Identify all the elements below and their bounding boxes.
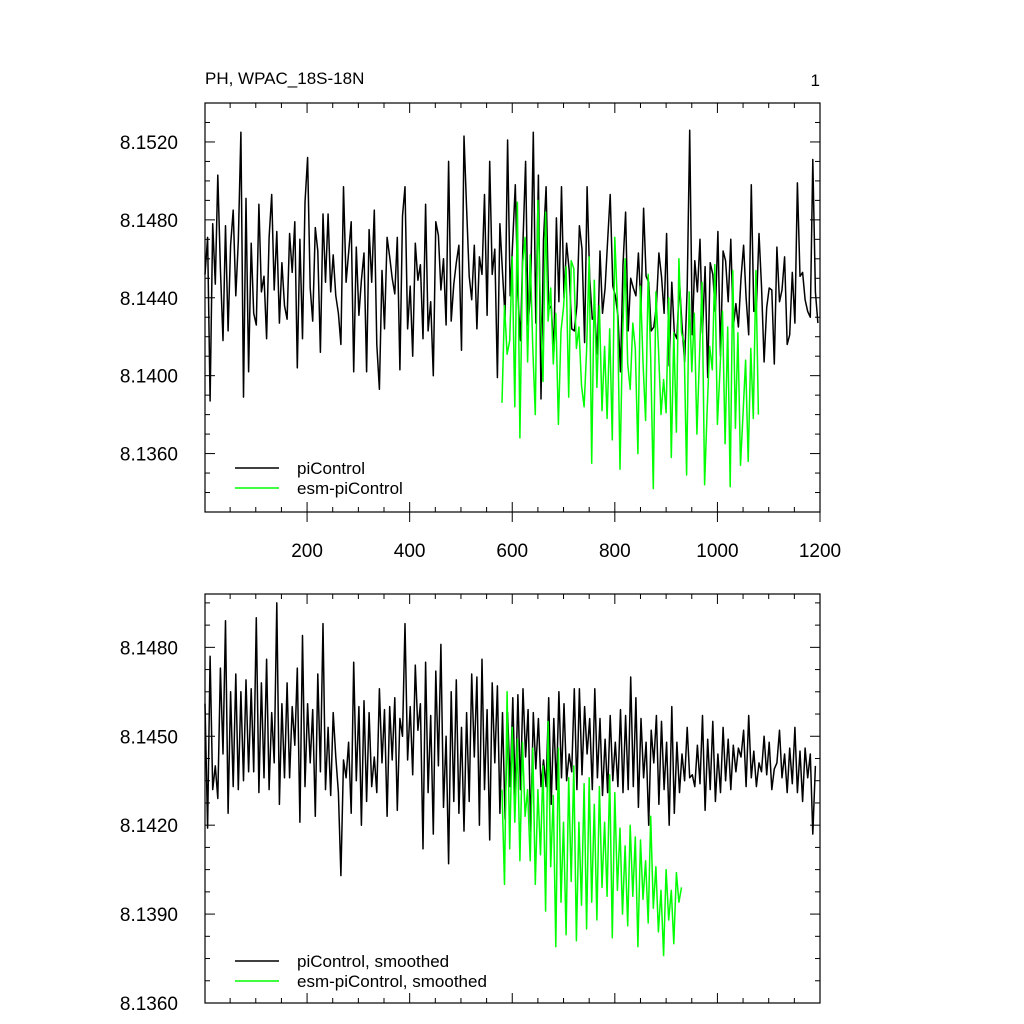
x-tick-label: 400 — [394, 541, 426, 562]
x-tick-label: 600 — [496, 541, 528, 562]
legend-label-1: piControl, smoothed — [297, 952, 449, 971]
y-tick-label: 8.1420 — [120, 816, 178, 837]
plot-frame — [204, 593, 821, 1004]
y-tick-label: 8.1450 — [120, 727, 178, 748]
y-tick-label: 8.1360 — [120, 994, 178, 1015]
x-tick-label: 200 — [291, 541, 323, 562]
y-tick-label: 8.1520 — [120, 133, 178, 154]
series-line-1 — [204, 602, 817, 877]
y-tick-label: 8.1400 — [120, 367, 178, 388]
x-tick-label: 1200 — [799, 541, 841, 562]
legend-label-2: esm-piControl, smoothed — [297, 972, 487, 991]
legend-label-2: esm-piControl — [297, 479, 403, 498]
top-chart: 8.1360 8.1400 8.1440 8.1480 8.1520 200 400 600 8… — [120, 102, 841, 562]
figure-title: PH, WPAC_18S-18N — [205, 69, 364, 88]
y-tick-label: 8.1480 — [120, 638, 178, 659]
figure-panel-index: 1 — [811, 71, 820, 90]
y-tick-label: 8.1390 — [120, 905, 178, 926]
y-tick-label: 8.1360 — [120, 445, 178, 466]
x-tick-label: 800 — [599, 541, 631, 562]
y-tick-label: 8.1440 — [120, 289, 178, 310]
series-line-2 — [501, 199, 760, 490]
y-tick-label: 8.1480 — [120, 211, 178, 232]
legend-label-1: piControl — [297, 459, 365, 478]
bottom-chart: 8.1360 8.1390 8.1420 8.1450 8.1480 piControl,… — [120, 593, 821, 1015]
series-line-2 — [501, 691, 683, 957]
x-tick-label: 1000 — [696, 541, 738, 562]
